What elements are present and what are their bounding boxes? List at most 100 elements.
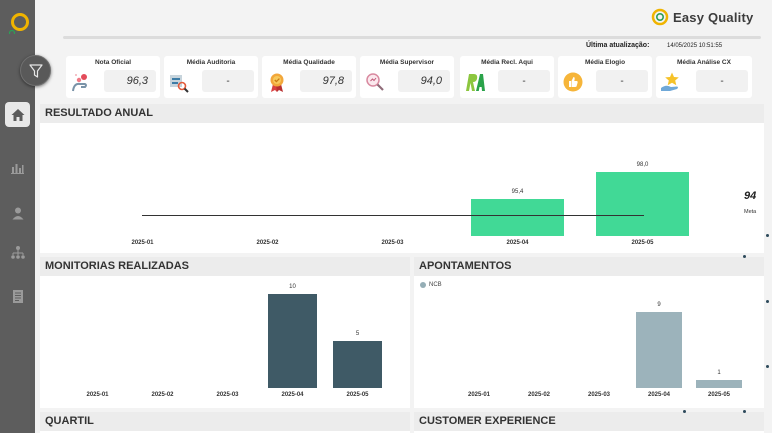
kpi-value: - — [596, 70, 648, 92]
kpi-value: - — [202, 70, 254, 92]
target-name: Meta — [744, 208, 757, 215]
audit-search-icon — [170, 75, 189, 93]
scroll-marker — [766, 300, 769, 303]
medal-icon — [270, 73, 284, 92]
hand-heart-icon — [72, 74, 87, 92]
star-hand-icon — [661, 72, 679, 91]
header-divider — [63, 36, 761, 39]
x-tick-label: 2025-04 — [506, 240, 529, 246]
x-tick-label: 2025-03 — [216, 392, 239, 398]
panel-monitorias-realizadas: MONITORIAS REALIZADAS 2025-01 2025-02 2025… — [40, 257, 410, 408]
data-label: 9 — [657, 302, 661, 308]
x-tick-label: 2025-01 — [131, 240, 154, 246]
x-tick-label: 2025-02 — [151, 392, 174, 398]
kpi-value: 96,3 — [104, 70, 156, 92]
panel-header: RESULTADO ANUAL — [40, 104, 764, 123]
sidebar-item-home[interactable] — [5, 102, 30, 127]
kpi-card-media-analise-cx: Média Análise CX - — [656, 56, 752, 98]
x-tick-label: 2025-01 — [86, 392, 109, 398]
x-tick-label: 2025-05 — [707, 392, 731, 398]
sidebar-item-reports[interactable] — [5, 155, 30, 180]
legend-label: NCB — [429, 282, 442, 288]
scroll-marker — [743, 255, 746, 258]
org-chart-icon — [10, 245, 25, 259]
thumbs-up-icon — [563, 72, 583, 92]
kpi-title: Média Auditoria — [186, 59, 236, 66]
scroll-marker — [683, 410, 686, 413]
panel-title: QUARTIL — [45, 415, 94, 427]
x-tick-label: 2025-02 — [527, 392, 551, 398]
data-label: 10 — [289, 284, 296, 290]
panel-customer-experience: CUSTOMER EXPERIENCE — [414, 412, 764, 433]
panel-title: CUSTOMER EXPERIENCE — [419, 415, 556, 427]
filter-button[interactable] — [20, 55, 51, 86]
bar-chart-icon — [11, 164, 24, 174]
panel-title: APONTAMENTOS — [419, 260, 512, 272]
bar-2025-04[interactable] — [636, 312, 682, 388]
kpi-value: 97,8 — [300, 70, 352, 92]
x-tick-label: 2025-04 — [281, 392, 304, 398]
sidebar-item-hierarchy[interactable] — [5, 240, 30, 265]
kpi-title: Média Análise CX — [677, 59, 731, 66]
target-line — [142, 214, 644, 216]
document-icon — [12, 290, 23, 303]
kpi-title: Média Recl. Aqui — [481, 59, 533, 66]
panel-quartil: QUARTIL — [40, 412, 410, 433]
home-icon — [11, 108, 24, 121]
x-tick-label: 2025-05 — [346, 392, 369, 398]
brand-name: Easy Quality — [673, 9, 754, 25]
last-update-label: Última atualização: — [586, 42, 650, 49]
chart-legend: NCB — [420, 282, 442, 288]
brand-logo: Easy Quality — [651, 8, 753, 26]
data-label: 5 — [355, 331, 360, 337]
bar-2025-05[interactable] — [333, 341, 382, 388]
x-tick-label: 2025-01 — [467, 392, 491, 398]
kpi-title: Nota Oficial — [94, 59, 132, 66]
kpi-card-nota-oficial: Nota Oficial 96,3 — [66, 56, 160, 98]
kpi-card-media-elogio: Média Elogio - — [558, 56, 652, 98]
data-label: 1 — [717, 369, 721, 376]
kpi-value: 94,0 — [398, 70, 450, 92]
bar-2025-05[interactable] — [596, 171, 689, 236]
last-update-value: 14/05/2025 10:51:55 — [667, 43, 723, 49]
magnifier-icon — [366, 73, 384, 91]
scroll-marker — [766, 365, 769, 368]
person-icon — [12, 207, 23, 219]
x-tick-label: 2025-04 — [647, 392, 671, 398]
kpi-card-media-recl-aqui: Média Recl. Aqui - — [460, 56, 554, 98]
bar-2025-04[interactable] — [471, 199, 564, 236]
app-logo-icon — [8, 13, 29, 34]
ra-logo-icon — [466, 74, 485, 91]
target-value: 94 — [744, 189, 757, 202]
filter-icon — [28, 63, 43, 78]
x-tick-label: 2025-03 — [381, 240, 404, 246]
easy-quality-logo-icon — [651, 8, 669, 26]
kpi-card-media-auditoria: Média Auditoria - — [164, 56, 258, 98]
x-tick-label: 2025-02 — [256, 240, 279, 246]
sidebar-item-users[interactable] — [5, 200, 30, 225]
kpi-title: Média Elogio — [584, 59, 626, 66]
panel-title: RESULTADO ANUAL — [45, 107, 153, 119]
panel-apontamentos: APONTAMENTOS NCB 2025-01 2025-02 2025-03 20… — [414, 257, 764, 408]
bar-2025-04[interactable] — [268, 294, 317, 388]
sidebar — [0, 0, 51, 433]
kpi-value: - — [498, 70, 550, 92]
sidebar-item-documents[interactable] — [5, 284, 30, 309]
scroll-marker — [766, 234, 769, 237]
x-tick-label: 2025-05 — [631, 240, 654, 246]
kpi-value: - — [696, 70, 748, 92]
bar-2025-05[interactable] — [696, 379, 742, 388]
scroll-marker — [743, 410, 746, 413]
panel-header: MONITORIAS REALIZADAS — [40, 257, 410, 276]
kpi-card-media-qualidade: Média Qualidade 97,8 — [262, 56, 356, 98]
panel-header: QUARTIL — [40, 412, 410, 431]
kpi-title: Média Supervisor — [379, 59, 435, 66]
legend-swatch — [420, 282, 426, 288]
panel-resultado-anual: RESULTADO ANUAL 2025-01 2025-02 2025-03 202… — [40, 104, 764, 253]
panel-title: MONITORIAS REALIZADAS — [45, 260, 190, 272]
data-label: 95,4 — [511, 189, 524, 196]
kpi-card-media-supervisor: Média Supervisor 94,0 — [360, 56, 454, 98]
data-label: 98,0 — [636, 161, 649, 168]
panel-header: CUSTOMER EXPERIENCE — [414, 412, 764, 431]
